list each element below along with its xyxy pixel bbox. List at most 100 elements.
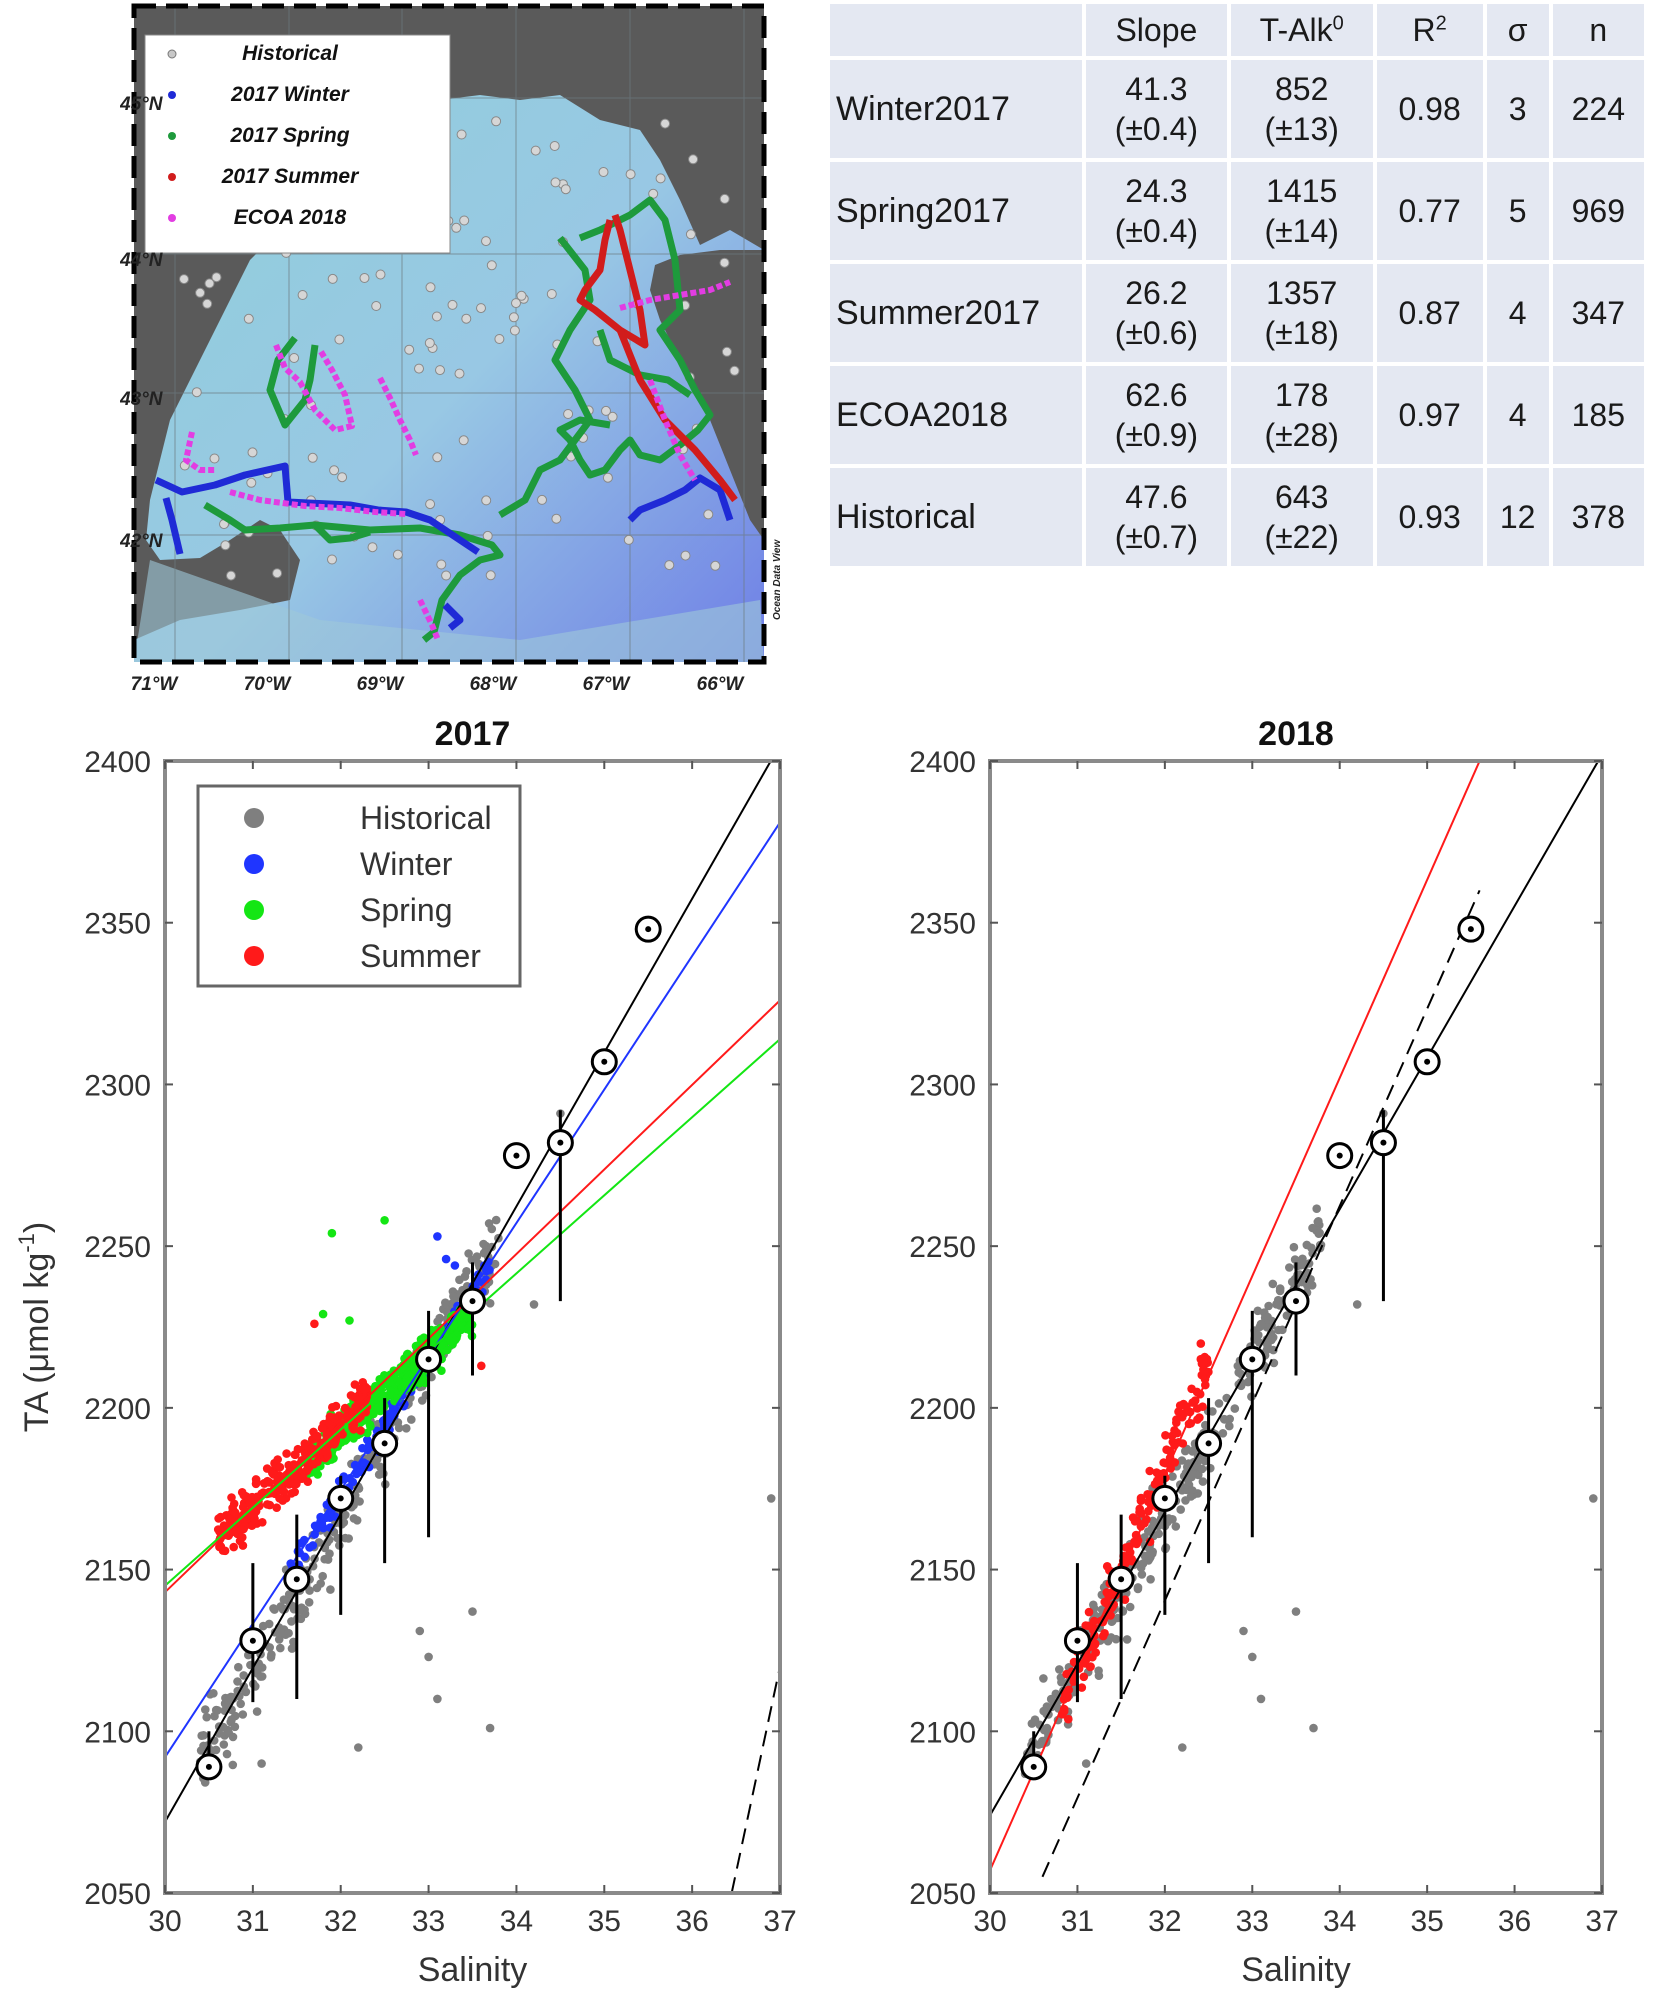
n-cell: 347 [1552,264,1644,362]
historical-point [326,1585,335,1594]
legend-label: Historical [360,800,492,836]
historical-station [447,299,458,310]
historical-station [598,167,609,177]
y-tick-label: 2350 [909,908,976,941]
ecoa-2018-point [1172,1428,1182,1438]
ecoa-2018-point [1161,1431,1170,1440]
historical-station [481,236,491,247]
x-tick-label: 30 [148,1905,181,1938]
historical-station [334,334,345,345]
sigma-cell: 3 [1486,60,1549,158]
historical-station [664,560,675,571]
historical-point [529,1300,539,1309]
y-tick-label: 2250 [909,1231,976,1264]
talk-cell: 1357 (±18) [1230,264,1373,362]
y-tick-label: 2150 [84,1555,151,1588]
historical-station [481,495,492,506]
historical-point [449,1291,458,1301]
historical-station [660,118,671,129]
summer-point [313,1457,322,1467]
historical-point [1256,1319,1266,1329]
spring-point [381,1391,391,1401]
historical-point [213,1706,222,1715]
historical-point [485,1723,495,1733]
x-tick-label: 34 [1323,1905,1356,1938]
historical-point [433,1694,442,1704]
historical-point [344,1534,354,1543]
slope-value: 41.3 [1125,71,1188,107]
historical-station [337,472,348,483]
slope-error: (±0.4) [1114,213,1199,249]
historical-point [407,1415,416,1424]
historical-station [511,298,521,309]
bin-mean-center [1380,1139,1387,1146]
spring-point [327,1228,337,1238]
lat-label-45: 45°N [120,94,164,115]
bin-mean-center [469,1298,476,1305]
historical-point [1133,1583,1143,1592]
axes-box [163,759,782,1895]
ecoa-2018-point [1178,1439,1188,1448]
r2-cell: 0.93 [1376,468,1483,566]
table-row: Spring2017 24.3 (±0.4) 1415 (±14) 0.77 5 9… [830,162,1644,260]
summer-point [282,1449,291,1458]
slope-error: (±0.7) [1114,519,1199,555]
ecoa-2018-point [1162,1445,1171,1454]
historical-point [1057,1677,1066,1687]
historical-station [563,409,574,419]
summer-point [260,1478,269,1488]
historical-point [1239,1626,1248,1636]
sigma-cell: 12 [1486,468,1549,566]
historical-point [276,1643,285,1653]
talk-value: 1415 [1266,173,1338,209]
historical-point [304,1598,314,1607]
historical-point [1208,1407,1217,1416]
historical-point [1198,1477,1208,1486]
summer-point [216,1512,225,1522]
historical-point [1081,1759,1091,1768]
y-tick-label: 2400 [909,746,976,779]
historical-station [272,568,283,579]
ecoa-2018-point [1135,1507,1144,1517]
historical-point [1289,1242,1299,1252]
historical-point [394,1423,404,1433]
legend-label: Summer [360,938,481,974]
historical-point [1314,1217,1323,1226]
x-axis-label: Salinity [418,1951,528,1989]
map-frame [131,3,767,665]
historical-point [1154,1529,1163,1539]
spring-point [399,1360,408,1370]
x-tick-label: 33 [1236,1905,1269,1938]
historical-point [487,1224,497,1234]
plot-area [165,761,780,1893]
summer-point [269,1469,278,1479]
historical-point [1230,1404,1240,1413]
ecoa-2018-point [1175,1401,1185,1410]
summer-point [298,1473,308,1482]
historical-station [509,325,520,336]
y-axis-label: TA (μmol kg-1) [14,1222,56,1432]
x-tick-label: 35 [588,1905,621,1938]
slope-value: 47.6 [1125,479,1188,515]
historical-point [239,1671,248,1680]
map-legend-label: ECOA 2018 [234,206,347,229]
ecoa-2018-point [1136,1493,1146,1503]
historical-point [1253,1306,1263,1316]
historical-point [433,1317,442,1326]
legend-marker [244,808,264,828]
summer-point [273,1455,283,1464]
historical-point [1315,1228,1324,1238]
slope-cell: 47.6 (±0.7) [1086,468,1227,566]
historical-point [209,1689,218,1698]
sigma-cell: 5 [1486,162,1549,260]
historical-point [264,1619,274,1629]
ecoa-2018-point [1130,1517,1140,1526]
table-header-row: Slope T-Alk0 R2 σ n [830,4,1644,56]
sigma-cell: 4 [1486,264,1549,362]
historical-station [329,465,340,476]
historical-point [1176,1505,1185,1514]
slope-error: (±0.9) [1114,417,1199,453]
historical-station [623,534,634,545]
spring-point [464,1324,473,1333]
map-legend-label: 2017 Winter [230,83,351,106]
